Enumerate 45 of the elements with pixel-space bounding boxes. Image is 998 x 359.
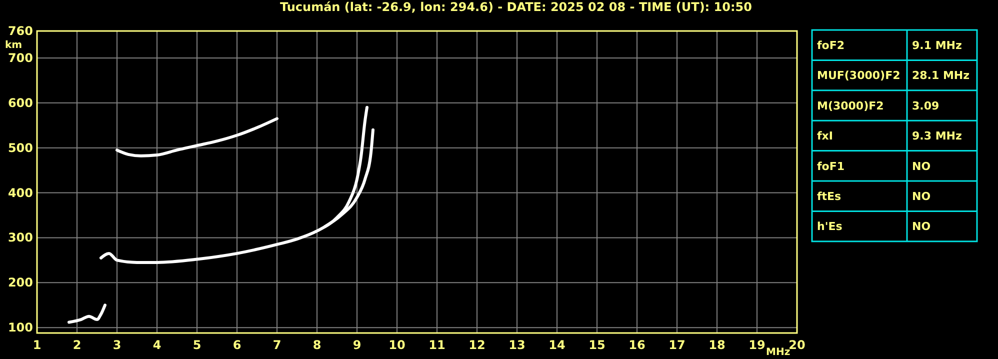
text: foF2 <box>817 39 845 52</box>
y-tick-label: 760 <box>8 24 33 38</box>
text: foF1 <box>817 160 845 173</box>
chart-title: Tucumán (lat: -26.9, lon: 294.6) - DATE: 2025 02 08 - TIME (UT): 10:50 <box>280 0 752 14</box>
text: NO <box>912 220 931 234</box>
y-tick-label: 200 <box>8 276 33 290</box>
text: NO <box>912 190 931 203</box>
x-tick-label: 8 <box>312 338 322 352</box>
x-tick-label: 2 <box>72 338 82 352</box>
x-tick-label: 16 <box>628 338 646 352</box>
text: 3.09 <box>912 99 940 112</box>
y-tick-label: 600 <box>8 96 33 110</box>
text: 9.3 MHz <box>912 130 962 143</box>
x-tick-label: 18 <box>708 338 726 352</box>
x-tick-label: 20 <box>788 338 806 352</box>
x-tick-label: 15 <box>588 338 606 352</box>
text: ftEs <box>817 190 842 203</box>
x-tick-label: 6 <box>232 338 242 352</box>
y-tick-label: 300 <box>8 230 33 245</box>
x-tick-label: 17 <box>668 338 686 352</box>
y-tick-label: 700 <box>8 50 33 65</box>
y-axis-title: km <box>5 40 22 51</box>
x-tick-label: 3 <box>112 338 122 352</box>
x-tick-label: 11 <box>428 338 446 352</box>
x-tick-label: 19 <box>748 338 766 352</box>
text: M(3000)F2 <box>817 99 884 112</box>
x-tick-label: 14 <box>548 338 566 352</box>
text: fxI <box>817 130 833 143</box>
text: 28.1 MHz <box>912 69 970 82</box>
y-tick-label: 500 <box>8 140 33 155</box>
x-tick-label: 9 <box>352 338 362 352</box>
x-tick-label: 13 <box>508 338 526 352</box>
x-tick-label: 4 <box>152 338 162 352</box>
text: MUF(3000)F2 <box>817 69 900 82</box>
x-tick-label: 12 <box>468 338 486 352</box>
x-tick-label: 1 <box>32 338 42 352</box>
text: 9.1 MHz <box>912 39 962 52</box>
x-tick-label: 5 <box>192 338 202 352</box>
text: NO <box>912 160 931 173</box>
x-axis-title: MHz <box>766 347 790 358</box>
y-tick-label: 100 <box>8 320 33 335</box>
x-tick-label: 7 <box>272 338 282 352</box>
y-tick-label: 400 <box>8 186 33 200</box>
text: h'Es <box>817 220 843 234</box>
x-tick-label: 10 <box>388 338 406 352</box>
